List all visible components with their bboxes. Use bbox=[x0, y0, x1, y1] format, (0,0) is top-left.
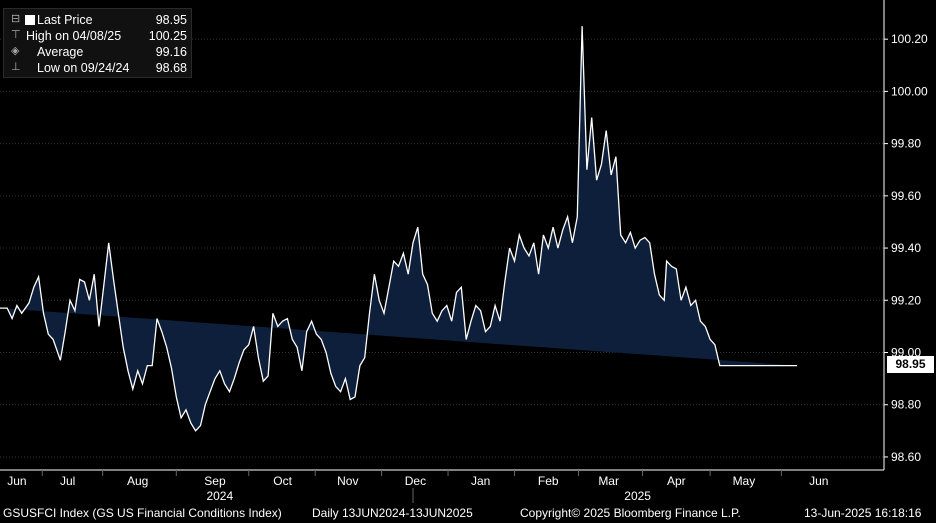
grid bbox=[0, 38, 884, 458]
x-tick-label: Feb bbox=[538, 474, 559, 488]
legend-low: ⊥ Low on 09/24/24 98.68 bbox=[4, 60, 191, 76]
average-marker-icon: ◈ bbox=[11, 45, 20, 57]
high-marker-icon: ⊤ bbox=[11, 29, 21, 41]
y-tick-label: 100.00 bbox=[891, 84, 928, 98]
x-tick-label: Mar bbox=[598, 474, 619, 488]
y-tick-label: 100.20 bbox=[891, 32, 928, 46]
x-tick-label: Dec bbox=[405, 474, 426, 488]
legend-high: ⊤ High on 04/08/25 100.25 bbox=[4, 28, 191, 44]
footer-range: Daily 13JUN2024-13JUN2025 bbox=[312, 506, 473, 520]
legend-last: ⊟ Last Price 98.95 bbox=[4, 12, 191, 28]
footer: GSUSFCI Index (GS US Financial Condition… bbox=[0, 503, 936, 523]
x-tick-label: Sep bbox=[204, 474, 226, 488]
x-tick-label: Nov bbox=[337, 474, 358, 488]
legend-last-value: 98.95 bbox=[155, 13, 187, 27]
y-tick-label: 99.80 bbox=[891, 137, 921, 151]
legend-average: ◈ Average 99.16 bbox=[4, 44, 191, 60]
y-axis: 98.6098.8099.0099.2099.4099.6099.80100.0… bbox=[883, 0, 928, 470]
y-tick-label: 99.20 bbox=[891, 293, 921, 307]
last-price-tag: 98.95 bbox=[887, 356, 934, 373]
legend-high-label: High on 04/08/25 bbox=[26, 29, 122, 43]
y-tick-label: 98.60 bbox=[891, 450, 921, 464]
series-swatch-icon bbox=[25, 15, 35, 25]
footer-timestamp: 13-Jun-2025 16:18:16 bbox=[804, 506, 922, 520]
legend-low-label: Low on 09/24/24 bbox=[37, 61, 130, 75]
x-tick-label: Jul bbox=[60, 474, 75, 488]
x-tick-label: Apr bbox=[667, 474, 686, 488]
price-area bbox=[0, 26, 797, 431]
year-label: 2024 bbox=[206, 489, 233, 503]
x-tick-label: May bbox=[733, 474, 756, 488]
legend-last-label: Last Price bbox=[37, 13, 93, 27]
y-tick-label: 99.40 bbox=[891, 241, 921, 255]
x-tick-label: Jun bbox=[7, 474, 26, 488]
footer-copyright: Copyright© 2025 Bloomberg Finance L.P. bbox=[520, 506, 741, 520]
low-marker-icon: ⊥ bbox=[11, 61, 21, 73]
collapse-icon[interactable]: ⊟ bbox=[11, 13, 21, 25]
x-tick-label: Oct bbox=[273, 474, 292, 488]
legend-average-value: 99.16 bbox=[155, 45, 187, 59]
year-label: 2025 bbox=[624, 489, 651, 503]
x-tick-label: Jan bbox=[471, 474, 490, 488]
footer-ticker: GSUSFCI Index (GS US Financial Condition… bbox=[3, 506, 282, 520]
legend-high-value: 100.25 bbox=[148, 29, 187, 43]
x-tick-label: Aug bbox=[127, 474, 148, 488]
x-axis: Jun Jul Aug Sep Oct Nov Dec Jan Feb Mar Apr May Jun 2… bbox=[0, 469, 884, 503]
legend: ⊟ Last Price 98.95 ⊤ High on 04/08/25 10… bbox=[3, 8, 192, 78]
x-tick-label: Jun bbox=[809, 474, 828, 488]
y-tick-label: 99.60 bbox=[891, 189, 921, 203]
price-line bbox=[0, 26, 797, 432]
y-tick-label: 98.80 bbox=[891, 398, 921, 412]
legend-average-label: Average bbox=[37, 45, 84, 59]
legend-low-value: 98.68 bbox=[155, 61, 187, 75]
